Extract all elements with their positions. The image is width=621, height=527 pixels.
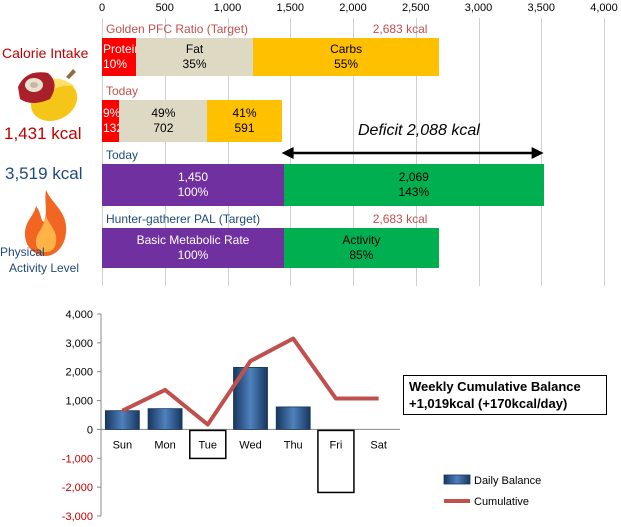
- weekly-chart-svg: 4,000 3,000 2,000 1,000 0 -1,000 -2,000 -3,000 S…: [62, 309, 541, 523]
- x-category-label: Thu: [284, 439, 303, 451]
- segment-value: 35%: [182, 57, 207, 71]
- row-title: Today: [106, 84, 139, 98]
- deficit-label: Deficit 2,088 kcal: [358, 122, 480, 139]
- legend-daily-balance-swatch: [443, 474, 471, 485]
- y-tick-label: 3,000: [65, 338, 93, 350]
- segment-label: 49%: [151, 106, 176, 120]
- row-title: Hunter-gatherer PAL (Target): [106, 212, 261, 226]
- bar-segment-protein: Protein10%: [102, 38, 136, 76]
- x-gridline: [102, 18, 103, 286]
- x-tick-label: 2,000: [339, 2, 367, 14]
- segment-value: 100%: [177, 185, 209, 199]
- segment-value: 591: [234, 121, 255, 135]
- x-category-label: Tue: [199, 439, 218, 451]
- food-icon: [10, 63, 82, 125]
- x-category-label: Mon: [154, 439, 175, 451]
- x-tick-label: 1,500: [276, 2, 305, 14]
- segment-value: 100%: [177, 248, 209, 262]
- x-gridline: [604, 18, 605, 286]
- x-tick-label: 0: [98, 2, 106, 14]
- segment-label: Activity: [342, 233, 381, 247]
- x-tick-label: 3,500: [527, 2, 556, 14]
- deficit-arrowhead: [531, 147, 544, 159]
- bar-daily-balance-mon: [147, 408, 183, 430]
- x-gridline: [164, 18, 166, 286]
- x-category-label: Wed: [239, 439, 261, 451]
- bar-daily-balance-thu: [275, 406, 311, 430]
- row-title: Golden PFC Ratio (Target): [106, 22, 249, 36]
- activity-level-label: Activity Level: [9, 261, 80, 275]
- x-category-label: Sat: [370, 439, 387, 451]
- segment-label: 9%: [103, 106, 120, 120]
- expenditure-value: 3,519 kcal: [5, 164, 83, 183]
- deficit-arrow: [281, 147, 544, 159]
- callout-line-2: +1,019kcal (+170kcal/day): [409, 396, 568, 411]
- segment-value: 85%: [349, 248, 374, 262]
- x-tick-label: 1,000: [213, 2, 242, 14]
- segment-value: 143%: [398, 185, 430, 199]
- legend-daily-balance-label: Daily Balance: [474, 475, 541, 487]
- flame-icon: [18, 188, 74, 258]
- x-tick-label: 500: [155, 2, 174, 14]
- intake-value: 1,431 kcal: [4, 124, 82, 143]
- highlight-box-tue: [189, 429, 227, 460]
- bar-segment-basic-metabolic-rate: 1,450 100%: [102, 164, 284, 206]
- y-tick-label: 0: [87, 424, 93, 436]
- row-total-label: 2,683 kcal: [372, 212, 428, 226]
- bar-segment-activity: Activity 85%: [283, 228, 439, 268]
- deficit-arrowhead: [281, 147, 294, 159]
- energy-balance-chart: 0 500 1,000 1,500 2,000 2,500 3,000 3,500 4,000 G…: [98, 2, 618, 286]
- bar-segment-carbs: 41% 591: [207, 100, 282, 142]
- x-tick-label: 2,500: [401, 2, 430, 14]
- bar-daily-balance-sun: [104, 410, 140, 430]
- segment-label: Protein: [103, 42, 136, 56]
- bar-segment-fat: 49% 702: [119, 100, 208, 142]
- callout-line-1: Weekly Cumulative Balance: [409, 379, 581, 394]
- row-total-label: 2,683 kcal: [372, 22, 428, 36]
- x-gridline: [541, 18, 543, 286]
- x-gridline: [227, 18, 229, 286]
- segment-value: 10%: [103, 57, 128, 71]
- weekly-balance-chart: 4,000 3,000 2,000 1,000 0 -1,000 -2,000 -3,000 S…: [0, 300, 621, 523]
- bar-segment-carbs: Carbs 55%: [253, 38, 439, 76]
- segment-value: 132: [103, 121, 119, 135]
- segment-label: Carbs: [330, 42, 363, 56]
- segment-value: 702: [153, 121, 174, 135]
- calorie-intake-label: Calorie Intake: [2, 45, 89, 61]
- legend-cumulative-label: Cumulative: [474, 496, 529, 508]
- bar-segment-basic-metabolic-rate: Basic Metabolic Rate 100%: [102, 228, 284, 268]
- line-cumulative: [121, 336, 379, 427]
- x-tick-label: 4,000: [590, 2, 618, 14]
- x-category-label: Fri: [330, 439, 343, 451]
- segment-label: Basic Metabolic Rate: [136, 233, 250, 247]
- y-tick-label: 1,000: [65, 396, 93, 408]
- segment-value: 55%: [334, 57, 359, 71]
- segment-label: Fat: [185, 42, 204, 56]
- x-tick-label: 3,000: [464, 2, 493, 14]
- y-tick-label: -3,000: [62, 511, 93, 522]
- x-category-label: Sun: [113, 439, 133, 451]
- bar-segment-activity: 2,069 143%: [283, 164, 544, 206]
- segment-label: 1,450: [177, 170, 208, 184]
- y-tick-label: 2,000: [65, 367, 93, 379]
- physical-label: Physical: [0, 245, 45, 259]
- highlight-box-fri: [317, 429, 355, 494]
- segment-label: 41%: [232, 106, 257, 120]
- y-tick-label: 4,000: [65, 309, 93, 321]
- segment-label: 2,069: [398, 170, 429, 184]
- y-tick-label: -1,000: [62, 453, 93, 465]
- bar-segment-protein: 9%132: [102, 100, 120, 142]
- weekly-callout: Weekly Cumulative Balance +1,019kcal (+17…: [403, 375, 607, 415]
- row-title: Today: [106, 148, 139, 162]
- y-tick-label: -2,000: [62, 482, 93, 494]
- bar-segment-fat: Fat 35%: [135, 38, 254, 76]
